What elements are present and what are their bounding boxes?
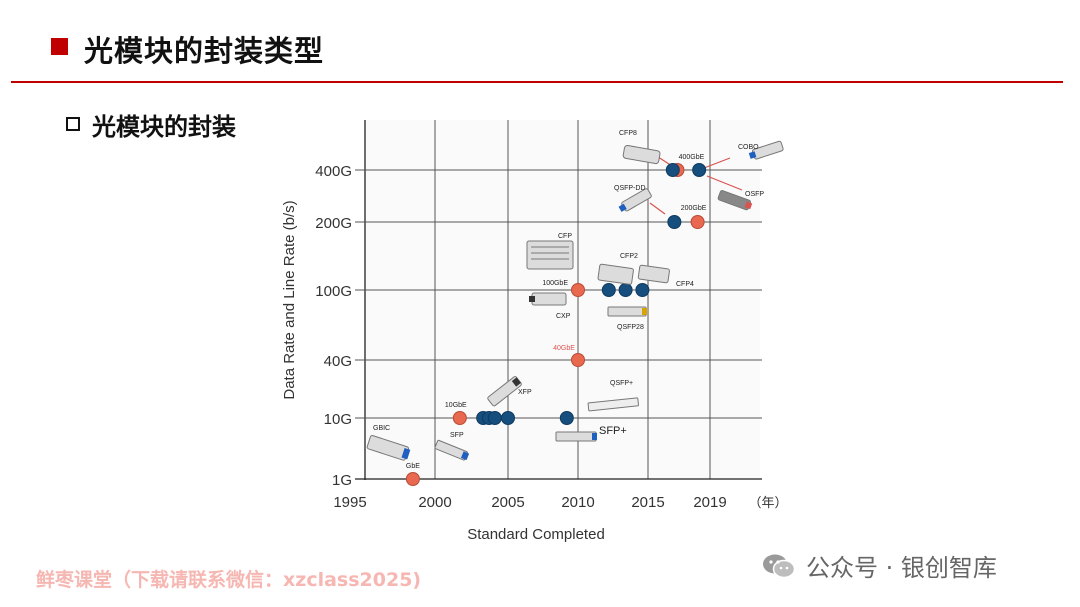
- ethernet-point: [571, 353, 585, 367]
- module-label: GBIC: [373, 425, 390, 432]
- y-tick-label: 100G: [315, 283, 352, 300]
- y-axis-label: Data Rate and Line Rate (b/s): [281, 200, 298, 399]
- y-tick-label: 200G: [315, 215, 352, 232]
- x-tick-label: 2005: [491, 494, 524, 511]
- qsfp28-module: [607, 306, 647, 317]
- cfp-module: [526, 240, 574, 270]
- sfp-module: [434, 439, 470, 461]
- module-label: CFP2: [620, 253, 638, 260]
- module-label: CFP: [558, 233, 572, 240]
- x-tick-label: 2000: [418, 494, 451, 511]
- module-label: CXP: [556, 313, 571, 320]
- module-label: SFP+: [599, 425, 627, 437]
- point-label: 200GbE: [681, 205, 707, 212]
- x-tick-label: 2010: [561, 494, 594, 511]
- interface-point: [559, 411, 574, 425]
- module-label: QSFP+: [610, 380, 633, 387]
- interface-point: [618, 283, 633, 297]
- interface-point: [667, 215, 682, 229]
- cfp4-module: [637, 264, 670, 284]
- grid-lines: [355, 120, 762, 480]
- interface-point: [501, 411, 515, 425]
- qsfp-plus-module: [587, 397, 639, 412]
- x-axis-label: Standard Completed: [467, 526, 605, 543]
- x-tick-label: 2015: [631, 494, 664, 511]
- qsfp-dd-module: [618, 188, 652, 212]
- x-tick-label: 2019: [693, 494, 726, 511]
- interface-point: [635, 283, 650, 297]
- axis-ticks: 1G 10G 40G 100G 200G 400G 1995 2000 2005 2010 2015…: [315, 163, 787, 511]
- module-label: OSFP: [745, 191, 764, 198]
- y-tick-label: 10G: [324, 411, 352, 428]
- point-label: 100GbE: [542, 280, 568, 287]
- cfp2-module: [597, 263, 634, 285]
- watermark: 公众号 · 银创智库: [762, 548, 997, 583]
- interface-point: [692, 163, 707, 177]
- cobo-module: [748, 140, 784, 160]
- module-label: CFP4: [676, 281, 694, 288]
- module-label: QSFP-DD: [614, 185, 646, 192]
- point-labels: GbE 10GbE 40GbE 100GbE 200GbE 400GbE: [406, 154, 707, 470]
- point-label: 10GbE: [445, 402, 467, 409]
- title-bullet-icon: [51, 38, 68, 55]
- module-label: SFP: [450, 432, 464, 439]
- ethernet-point: [571, 283, 585, 297]
- interface-point: [487, 411, 502, 425]
- watermark-text: 公众号 · 银创智库: [806, 554, 997, 582]
- point-label: GbE: [406, 463, 420, 470]
- x-tick-label: 1995: [333, 494, 366, 511]
- title-divider: [11, 81, 1063, 83]
- ethernet-point: [690, 215, 705, 229]
- sfp-plus-module: [555, 431, 597, 442]
- xfp-module: [487, 376, 522, 407]
- wechat-icon: [763, 554, 796, 578]
- ethernet-point: [452, 411, 467, 425]
- subtitle-bullet-icon: [66, 117, 80, 131]
- interface-point: [665, 163, 680, 177]
- x-tick-label: （年）: [748, 495, 787, 510]
- y-tick-label: 400G: [315, 163, 352, 180]
- slide-subtitle: 光模块的封装: [92, 113, 236, 141]
- osfp-module: [717, 190, 753, 211]
- point-label: 40GbE: [553, 345, 575, 352]
- interface-point: [601, 283, 616, 297]
- y-tick-label: 40G: [324, 353, 352, 370]
- module-label: CFP8: [619, 130, 637, 137]
- module-label: XFP: [518, 389, 532, 396]
- ethernet-point: [405, 472, 420, 486]
- module-labels: GBIC SFP XFP CXP CFP CFP2 CFP4 QSFP28 QSFP+ SFP+ C…: [373, 130, 764, 439]
- data-points: [405, 163, 707, 486]
- module-illustrations: [366, 140, 784, 461]
- module-label: COBO: [738, 144, 759, 151]
- module-label: QSFP28: [617, 324, 644, 331]
- y-tick-label: 1G: [332, 472, 352, 489]
- cfp8-module: [622, 144, 661, 165]
- point-label: 400GbE: [679, 154, 705, 161]
- cxp-module: [529, 292, 567, 306]
- slide-title: 光模块的封装类型: [84, 34, 325, 68]
- gbic-module: [366, 435, 411, 461]
- footer-note: 鲜枣课堂（下载请联系微信：xzclass2025): [36, 569, 422, 591]
